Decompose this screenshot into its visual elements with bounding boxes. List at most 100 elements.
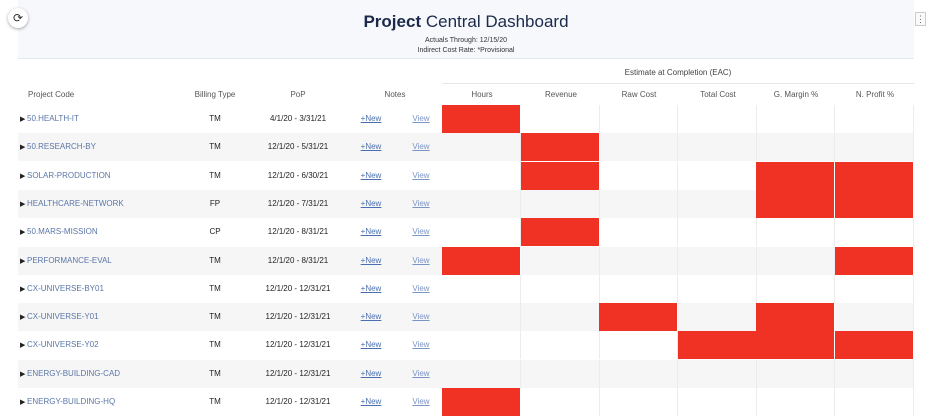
eac-hours-cell-flagged: [442, 105, 521, 133]
eac-hours-cell-flagged: [442, 388, 521, 416]
billing-type: TM: [209, 255, 221, 265]
col-raw-cost: Raw Cost: [621, 90, 657, 99]
table-row: ▶ CX-UNIVERSE-Y01 TM 12/1/20 - 12/31/21 +New…: [18, 303, 914, 332]
col-billing-type: Billing Type: [194, 90, 236, 99]
eac-g-margin-cell-flagged: [756, 161, 836, 190]
expand-caret-icon[interactable]: ▶: [20, 399, 26, 406]
project-code-link[interactable]: ▶ ENERGY-BUILDING-HQ: [20, 388, 200, 416]
new-note-link[interactable]: +New: [360, 397, 382, 406]
billing-type: TM: [209, 283, 221, 293]
expand-caret-icon[interactable]: ▶: [20, 314, 26, 322]
pop-range: 12/1/20 - 12/31/21: [265, 340, 331, 350]
pop-range: 4/1/20 - 3/31/21: [269, 114, 327, 123]
view-notes-link[interactable]: View: [412, 368, 430, 378]
new-note-link[interactable]: +New: [360, 340, 382, 350]
eac-total-cost-cell: [678, 388, 757, 416]
expand-caret-icon[interactable]: ▶: [20, 342, 26, 350]
new-note-link[interactable]: +New: [360, 283, 382, 293]
view-notes-link[interactable]: View: [412, 142, 430, 152]
project-code-link[interactable]: ▶ ENERGY-BUILDING-CAD: [20, 360, 200, 388]
more-options-button[interactable]: ⋮: [915, 12, 926, 26]
pop-range: 12/1/20 - 12/31/21: [265, 312, 331, 322]
view-notes-link[interactable]: View: [412, 283, 430, 293]
expand-caret-icon[interactable]: ▶: [20, 200, 26, 208]
table-row: ▶ HEALTHCARE-NETWORK FP 12/1/20 - 7/31/21 +N…: [18, 189, 914, 218]
expand-caret-icon[interactable]: ▶: [20, 144, 26, 152]
project-code-link[interactable]: ▶ CX-UNIVERSE-BY01: [20, 275, 200, 303]
view-notes-link[interactable]: View: [412, 227, 430, 237]
project-code-link[interactable]: ▶ SOLAR-PRODUCTION: [20, 162, 200, 190]
new-note-link[interactable]: +New: [360, 198, 382, 208]
eac-revenue-cell: [521, 303, 600, 332]
billing-type: TM: [209, 312, 221, 322]
billing-type: TM: [209, 368, 221, 378]
table-row: ▶ SOLAR-PRODUCTION TM 12/1/20 - 6/30/21 +New…: [18, 161, 914, 190]
project-code-link[interactable]: ▶ 50.HEALTH-IT: [20, 105, 200, 133]
expand-caret-icon[interactable]: ▶: [20, 116, 26, 123]
view-notes-link[interactable]: View: [412, 397, 430, 406]
view-notes-link[interactable]: View: [412, 312, 430, 322]
eac-g-margin-cell-flagged: [756, 331, 836, 360]
col-g-margin: G. Margin %: [773, 90, 819, 99]
eac-revenue-cell-flagged: [520, 133, 600, 162]
new-note-link[interactable]: +New: [360, 312, 382, 322]
eac-raw-cost-cell: [599, 359, 679, 388]
eac-n-profit-cell-flagged: [835, 161, 914, 190]
eac-raw-cost-cell: [599, 331, 679, 360]
new-note-link[interactable]: +New: [360, 255, 382, 265]
eac-n-profit-cell-flagged: [835, 189, 914, 218]
eac-n-profit-cell: [835, 133, 914, 162]
expand-caret-icon[interactable]: ▶: [20, 257, 26, 265]
pop-range: 12/1/20 - 12/31/21: [265, 283, 331, 293]
project-code-text: ENERGY-BUILDING-CAD: [27, 368, 121, 378]
project-code-link[interactable]: ▶ CX-UNIVERSE-Y01: [20, 303, 200, 331]
project-code-text: HEALTHCARE-NETWORK: [27, 198, 124, 208]
new-note-link[interactable]: +New: [360, 114, 382, 123]
eac-n-profit-cell: [835, 105, 914, 133]
project-code-text: PERFORMANCE-EVAL: [27, 255, 112, 265]
table-row: ▶ ENERGY-BUILDING-CAD TM 12/1/20 - 12/31/21…: [18, 359, 914, 388]
billing-type: TM: [209, 142, 221, 152]
eac-revenue-cell: [521, 359, 600, 388]
view-notes-link[interactable]: View: [412, 340, 430, 350]
eac-raw-cost-cell: [599, 189, 679, 218]
pop-range: 12/1/20 - 12/31/21: [265, 397, 331, 406]
expand-caret-icon[interactable]: ▶: [20, 370, 26, 378]
eac-hours-cell-flagged: [442, 246, 521, 275]
expand-caret-icon[interactable]: ▶: [20, 229, 26, 237]
view-notes-link[interactable]: View: [412, 170, 430, 180]
project-code-text: SOLAR-PRODUCTION: [27, 170, 111, 180]
eac-g-margin-cell-flagged: [756, 189, 836, 218]
eac-g-margin-cell: [756, 246, 836, 275]
billing-type: TM: [209, 114, 221, 123]
project-code-link[interactable]: ▶ CX-UNIVERSE-Y02: [20, 331, 200, 359]
new-note-link[interactable]: +New: [360, 368, 382, 378]
project-code-link[interactable]: ▶ HEALTHCARE-NETWORK: [20, 190, 200, 218]
eac-hours-cell: [442, 274, 521, 303]
billing-type: CP: [209, 227, 221, 237]
col-notes: Notes: [384, 90, 406, 99]
pop-range: 12/1/20 - 7/31/21: [267, 198, 329, 208]
pop-range: 12/1/20 - 6/30/21: [267, 170, 329, 180]
eac-g-margin-cell: [756, 218, 836, 247]
project-code-link[interactable]: ▶ 50.MARS-MISSION: [20, 218, 200, 246]
title-rest: Central Dashboard: [421, 12, 569, 31]
eac-total-cost-cell: [678, 105, 757, 133]
project-code-link[interactable]: ▶ 50.RESEARCH-BY: [20, 133, 200, 161]
new-note-link[interactable]: +New: [360, 170, 382, 180]
project-code-text: 50.HEALTH-IT: [27, 114, 79, 123]
new-note-link[interactable]: +New: [360, 227, 382, 237]
eac-g-margin-cell: [756, 133, 836, 162]
new-note-link[interactable]: +New: [360, 142, 382, 152]
eac-hours-cell: [442, 303, 521, 332]
expand-caret-icon[interactable]: ▶: [20, 172, 26, 180]
eac-revenue-cell: [521, 331, 600, 360]
project-code-link[interactable]: ▶ PERFORMANCE-EVAL: [20, 247, 200, 275]
expand-caret-icon[interactable]: ▶: [20, 285, 26, 293]
view-notes-link[interactable]: View: [412, 255, 430, 265]
view-notes-link[interactable]: View: [412, 198, 430, 208]
actuals-through: Actuals Through: 12/15/20: [425, 37, 507, 44]
view-notes-link[interactable]: View: [412, 114, 430, 123]
refresh-button[interactable]: ⟳: [8, 8, 28, 28]
title-bold: Project: [363, 12, 422, 31]
